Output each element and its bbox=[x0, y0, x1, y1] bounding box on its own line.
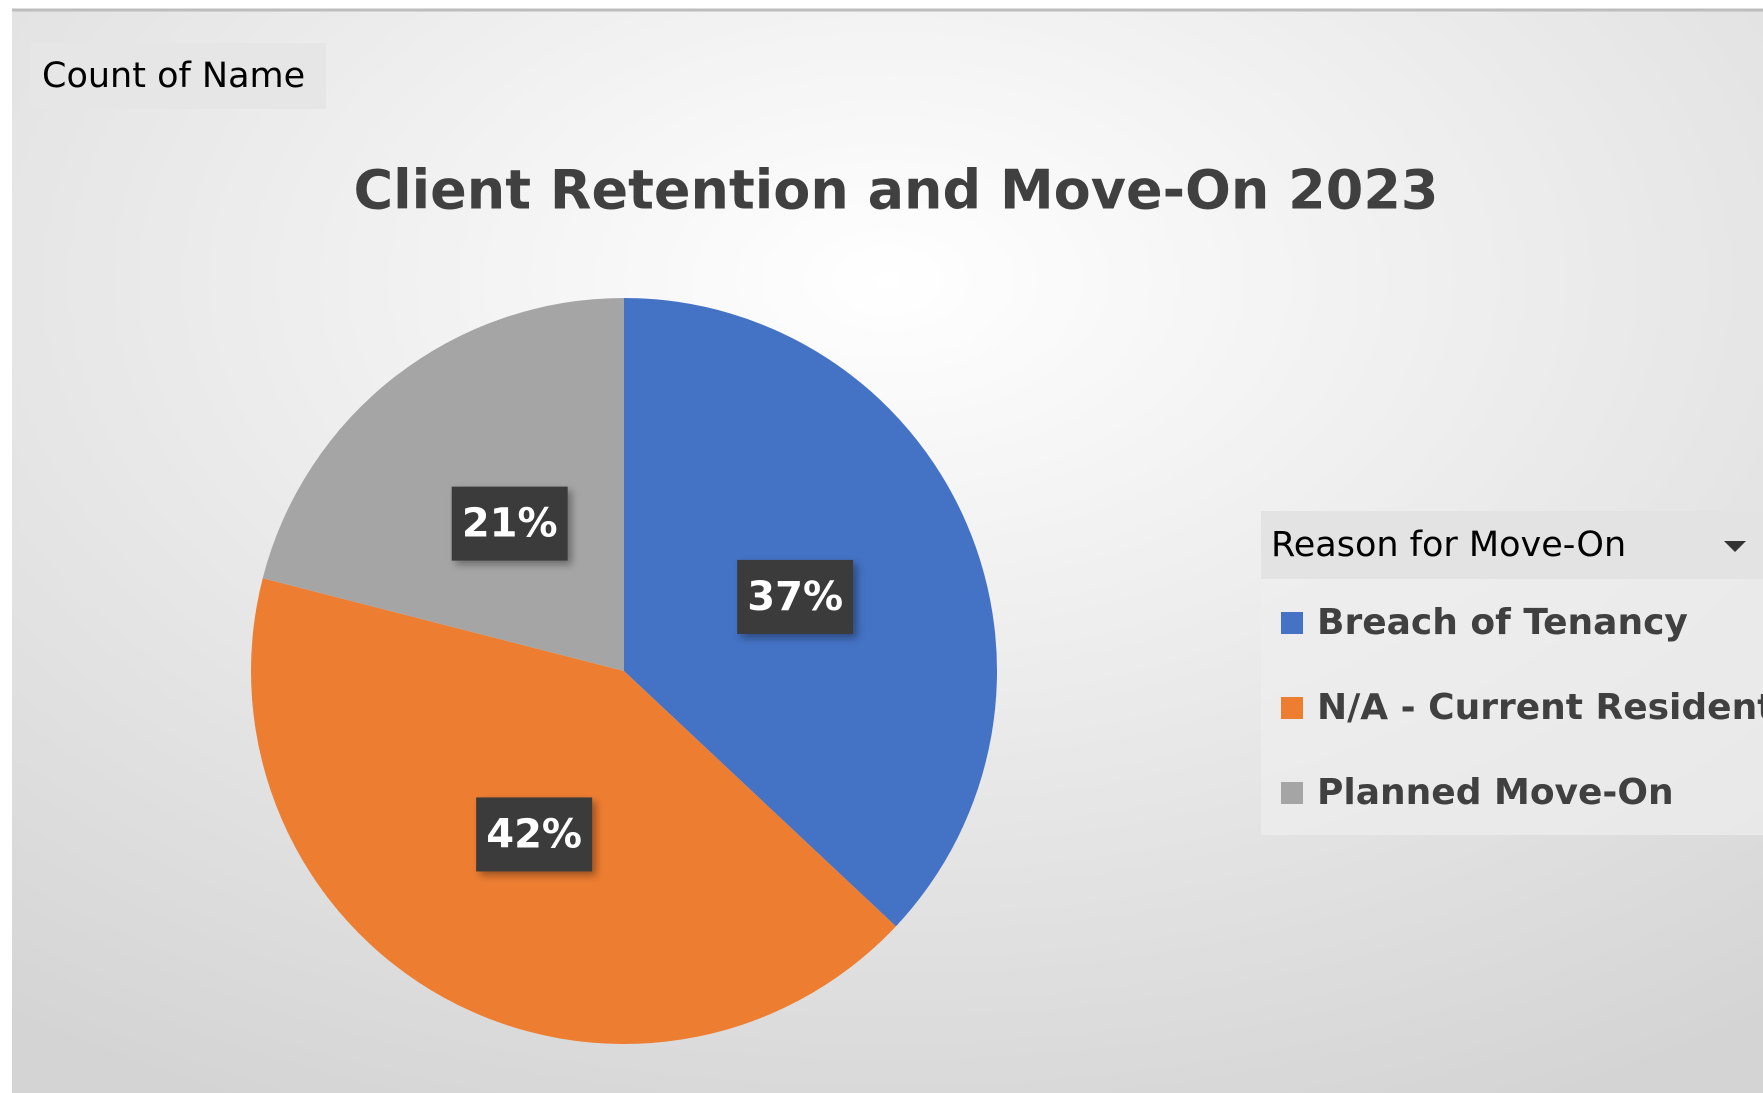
field-button[interactable] bbox=[31, 43, 326, 109]
legend-label: Planned Move-On bbox=[1317, 772, 1674, 813]
data-label: 21% bbox=[462, 501, 558, 547]
pie-slice bbox=[262, 298, 624, 671]
chart-title: Client Retention and Move-On 2023 bbox=[354, 159, 1439, 222]
data-label: 37% bbox=[747, 574, 843, 620]
legend-header[interactable] bbox=[1261, 511, 1763, 579]
legend-title[interactable]: Reason for Move-On bbox=[1271, 525, 1626, 565]
dropdown-arrow[interactable] bbox=[1724, 541, 1746, 552]
field-button-label[interactable]: Count of Name bbox=[42, 56, 305, 96]
legend-label: Breach of Tenancy bbox=[1317, 602, 1688, 643]
data-label-box bbox=[737, 559, 854, 634]
legend-label: N/A - Current Resident bbox=[1317, 687, 1763, 728]
data-label-box bbox=[451, 486, 568, 561]
pie bbox=[250, 298, 997, 1045]
legend-swatch bbox=[1281, 612, 1303, 634]
data-label: 42% bbox=[486, 811, 582, 857]
legend-swatch bbox=[1281, 782, 1303, 804]
data-label-box bbox=[476, 797, 593, 872]
legend-swatch bbox=[1281, 697, 1303, 719]
